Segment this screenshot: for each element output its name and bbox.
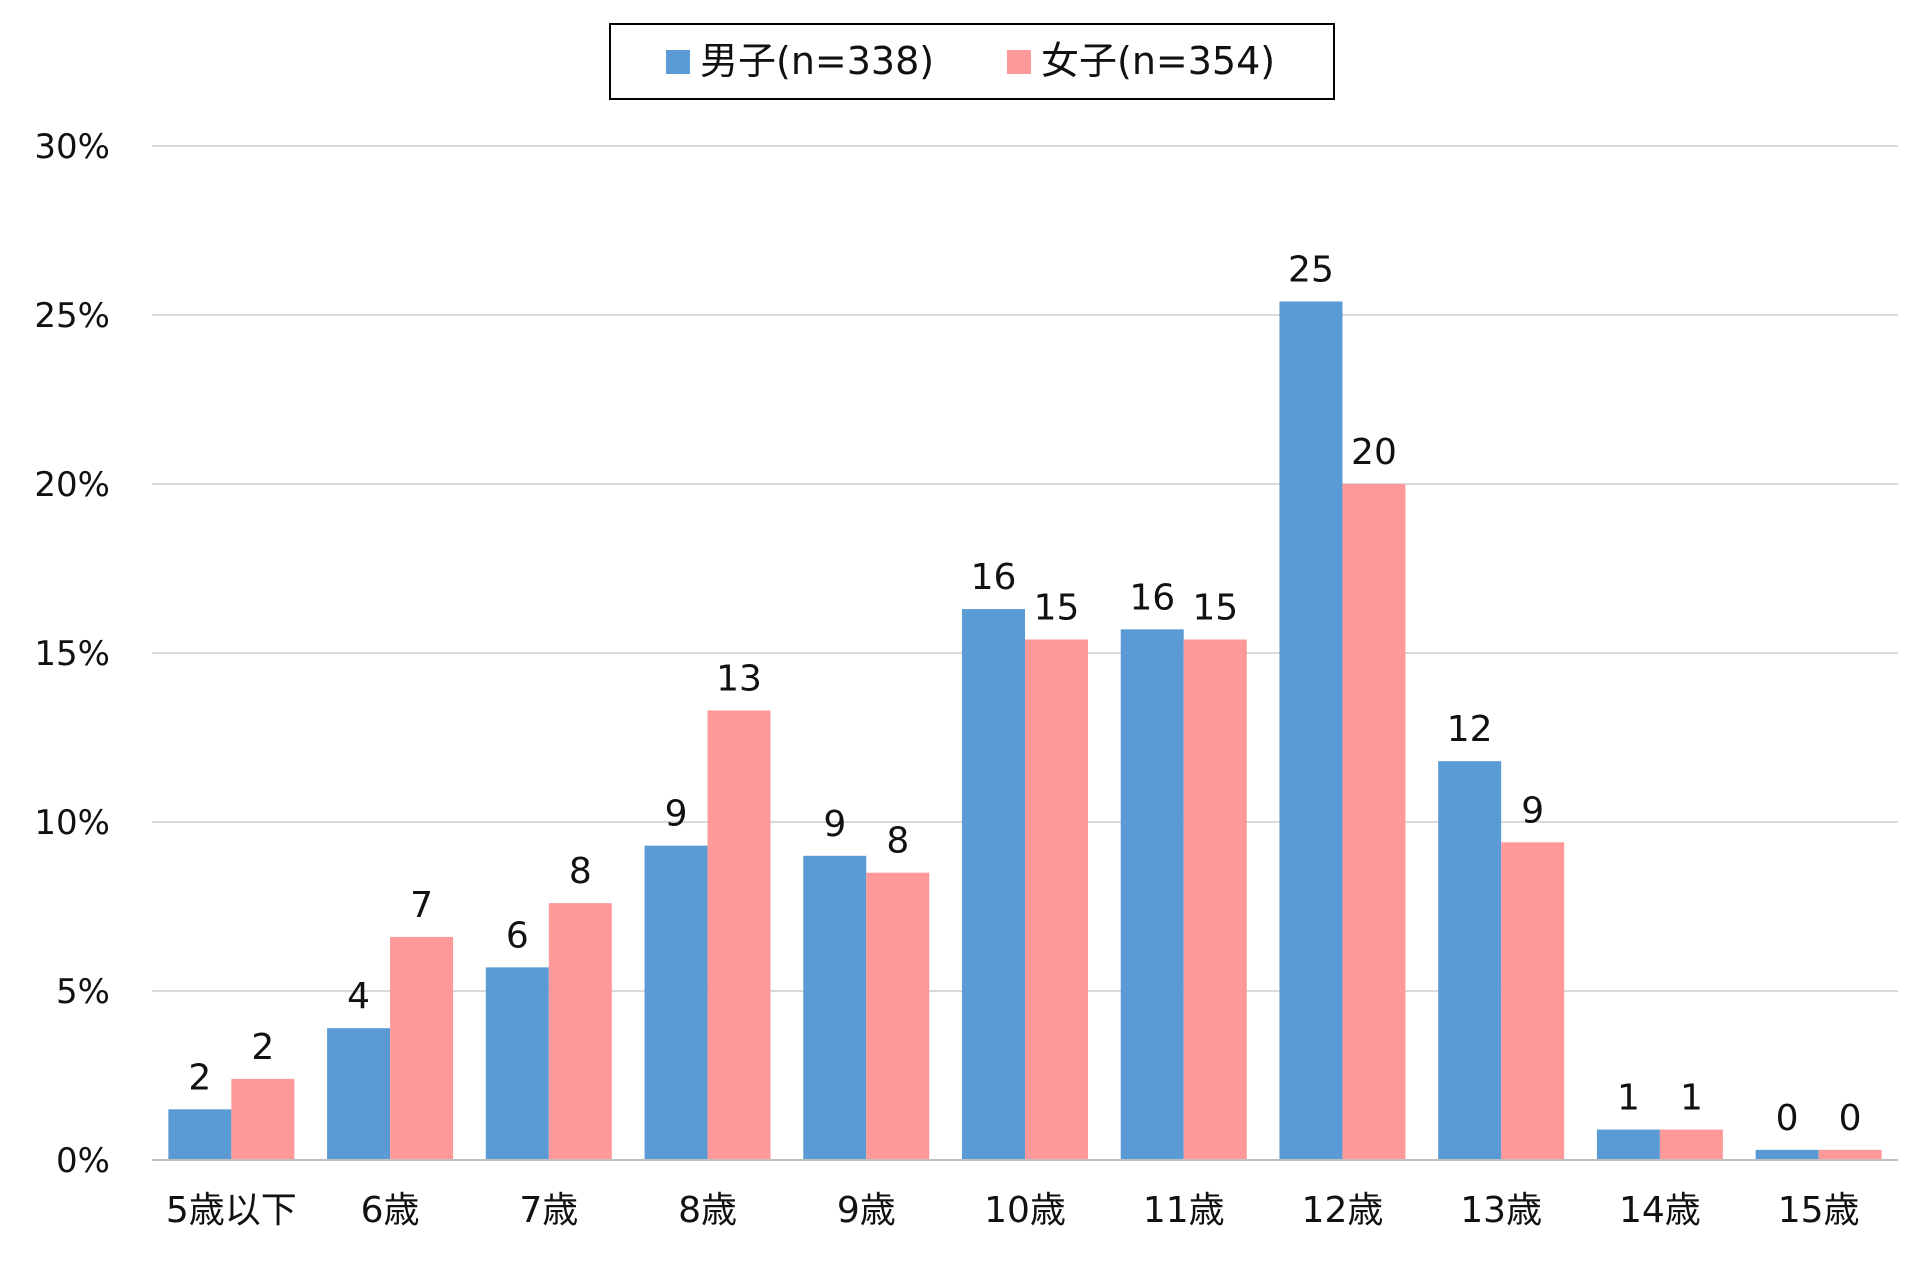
data-label: 0 [1839, 1098, 1862, 1139]
data-label: 1 [1617, 1078, 1640, 1119]
data-label: 8 [886, 821, 909, 862]
x-tick-label: 11歳 [1143, 1190, 1225, 1231]
bar-boys [962, 609, 1025, 1160]
legend-label-boys: 男子(n=338) [700, 39, 934, 83]
data-label: 16 [971, 557, 1017, 598]
bar-boys [168, 1109, 232, 1160]
legend: 男子(n=338) 女子(n=354) [609, 23, 1335, 100]
data-label: 16 [1129, 577, 1175, 618]
bar-boys [1438, 761, 1502, 1160]
x-tick-label: 12歳 [1302, 1190, 1384, 1231]
data-label: 2 [251, 1027, 274, 1068]
x-tick-label: 5歳以下 [166, 1190, 297, 1231]
bar-girls [1342, 484, 1406, 1160]
bar-girls [1025, 639, 1088, 1160]
x-tick-label: 10歳 [984, 1190, 1066, 1231]
y-tick-label: 20% [34, 465, 110, 505]
data-label: 9 [823, 804, 846, 845]
y-axis-ticks: 0% 5% 10% 15% 20% 25% 30% [34, 127, 110, 1181]
bar-girls [1501, 842, 1565, 1160]
x-tick-label: 8歳 [678, 1190, 737, 1231]
y-tick-label: 0% [56, 1141, 110, 1181]
y-tick-label: 15% [34, 634, 110, 674]
data-label: 9 [1521, 790, 1544, 831]
bar-boys [644, 845, 708, 1160]
x-tick-label: 9歳 [837, 1190, 896, 1231]
bar-girls [1183, 639, 1247, 1160]
x-tick-label: 15歳 [1778, 1190, 1860, 1231]
data-label: 1 [1680, 1078, 1703, 1119]
bar-girls [548, 903, 612, 1160]
y-tick-label: 25% [34, 296, 110, 336]
data-label: 9 [665, 794, 688, 835]
y-tick-label: 5% [56, 972, 110, 1012]
data-label: 15 [1034, 587, 1080, 628]
bar-girls [390, 936, 454, 1160]
legend-swatch-boys [666, 50, 690, 74]
data-label: 13 [716, 658, 762, 699]
bar-boys [803, 855, 867, 1160]
data-label: 7 [410, 885, 433, 926]
x-tick-label: 13歳 [1460, 1190, 1542, 1231]
data-label: 15 [1192, 587, 1238, 628]
legend-box [609, 23, 1335, 100]
bar-girls [231, 1078, 295, 1160]
data-label: 6 [506, 915, 529, 956]
y-tick-label: 10% [34, 803, 110, 843]
bar-boys [1279, 301, 1343, 1161]
legend-label-girls: 女子(n=354) [1041, 39, 1275, 83]
x-tick-label: 6歳 [361, 1190, 420, 1231]
bar-boys [327, 1028, 391, 1160]
bar-boys [1755, 1149, 1819, 1160]
bars [168, 301, 1882, 1161]
bar-girls [707, 710, 771, 1160]
data-label: 2 [188, 1057, 211, 1098]
bar-girls [866, 872, 930, 1160]
data-label: 4 [347, 976, 370, 1017]
x-tick-label: 14歳 [1619, 1190, 1701, 1231]
bar-boys [1120, 629, 1184, 1160]
x-axis-ticks: 5歳以下 6歳 7歳 8歳 9歳 10歳 11歳 12歳 13歳 14歳 15歳 [166, 1190, 1860, 1231]
data-label: 12 [1447, 709, 1493, 750]
legend-swatch-girls [1007, 50, 1031, 74]
x-tick-label: 7歳 [519, 1190, 578, 1231]
bar-boys [1596, 1129, 1660, 1160]
y-tick-label: 30% [34, 127, 110, 167]
data-label: 8 [569, 851, 592, 892]
bar-boys [485, 967, 549, 1160]
bar-girls [1818, 1149, 1882, 1160]
bar-girls [1659, 1129, 1723, 1160]
data-label: 0 [1776, 1098, 1799, 1139]
data-label: 20 [1351, 432, 1397, 473]
data-label: 25 [1288, 249, 1334, 290]
